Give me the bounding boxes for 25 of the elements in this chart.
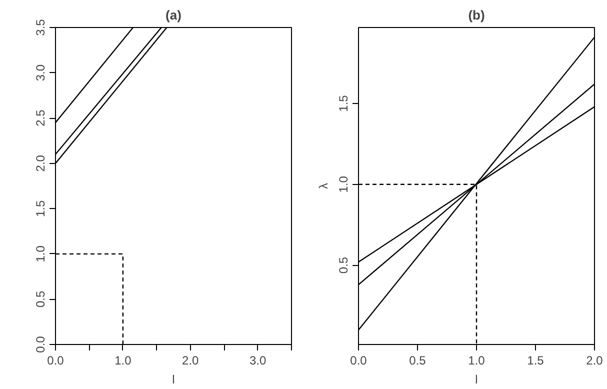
y-tick-label: 2.5 bbox=[34, 109, 48, 126]
x-tick-label: 2.0 bbox=[182, 354, 200, 368]
y-tick-label: 0.5 bbox=[336, 256, 350, 274]
y-axis-title: λ bbox=[316, 183, 330, 189]
x-axis-title: l bbox=[172, 372, 175, 386]
y-tick-label: 1.0 bbox=[336, 176, 350, 193]
chart-title: (b) bbox=[468, 8, 485, 22]
x-tick-label: 1.0 bbox=[468, 354, 486, 368]
chart-title: (a) bbox=[166, 8, 182, 22]
x-axis-title: l bbox=[475, 372, 478, 386]
y-tick-label: 2.0 bbox=[34, 154, 48, 172]
x-tick-label: 1.0 bbox=[114, 354, 132, 368]
y-tick-label: 1.5 bbox=[336, 94, 350, 112]
x-tick-label: 0.0 bbox=[350, 354, 368, 368]
y-tick-label: 1.5 bbox=[34, 200, 48, 217]
y-tick-label: 3.5 bbox=[34, 18, 48, 36]
y-tick-label: 3.0 bbox=[34, 64, 48, 82]
x-tick-label: 0.0 bbox=[47, 354, 64, 368]
x-tick-label: 0.5 bbox=[409, 354, 426, 368]
y-tick-label: 1.0 bbox=[34, 245, 48, 262]
x-tick-label: 3.0 bbox=[249, 354, 266, 368]
y-tick-label: 0.5 bbox=[34, 290, 48, 308]
y-tick-label: 0.0 bbox=[34, 336, 48, 353]
x-tick-label: 1.5 bbox=[527, 354, 544, 368]
x-tick-label: 2.0 bbox=[586, 354, 604, 368]
